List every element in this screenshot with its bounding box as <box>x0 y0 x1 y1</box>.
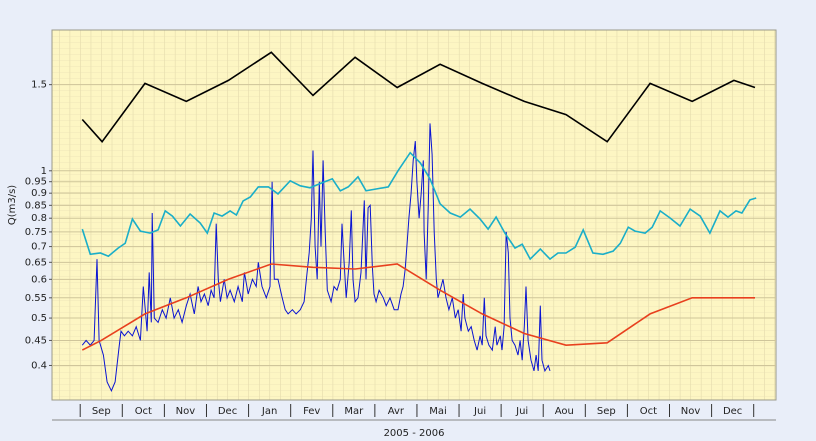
x-tick-label: Mai <box>429 406 447 417</box>
y-tick-label: 0.85 <box>25 200 47 211</box>
x-tick-label: Jui <box>473 406 486 417</box>
x-tick-label: Oct <box>135 406 152 417</box>
y-tick-label: 0.65 <box>25 257 47 268</box>
series-line <box>81 123 551 393</box>
y-tick-label: 0.8 <box>31 213 47 224</box>
y-tick-label: 1.5 <box>31 80 47 91</box>
x-tick-label: Avr <box>388 406 405 417</box>
x-tick-label: Dec <box>723 406 742 417</box>
x-tick-label: Oct <box>640 406 657 417</box>
y-tick-label: 0.5 <box>31 313 47 324</box>
x-tick-label: Dec <box>218 406 237 417</box>
x-tick-label: Aou <box>555 406 574 417</box>
y-tick-label: 0.45 <box>25 335 47 346</box>
x-tick-label: Fev <box>303 406 320 417</box>
x-tick-label: Jan <box>261 406 277 417</box>
series-line <box>81 263 755 351</box>
series-line <box>81 51 756 143</box>
series-line <box>81 151 757 261</box>
x-tick-label: Sep <box>597 406 616 417</box>
x-tick-label: Nov <box>681 406 701 417</box>
y-tick-label: 0.95 <box>25 177 47 188</box>
y-tick-label: 1 <box>41 166 47 177</box>
y-tick-label: 0.75 <box>25 227 47 238</box>
x-tick-label: Mar <box>344 406 364 417</box>
y-tick-label: 0.9 <box>31 188 47 199</box>
grid-pattern <box>52 30 776 400</box>
x-tick-label: Sep <box>92 406 111 417</box>
x-tick-label: Jui <box>515 406 528 417</box>
y-tick-label: 0.4 <box>31 360 47 371</box>
y-axis-label: Q(m3/s) <box>7 185 18 225</box>
y-tick-label: 0.55 <box>25 293 47 304</box>
y-tick-label: 0.6 <box>31 274 47 285</box>
x-tick-label: Nov <box>176 406 196 417</box>
plot-frame <box>51 29 777 401</box>
x-axis-label: 2005 - 2006 <box>384 428 445 439</box>
y-tick-label: 0.7 <box>31 242 47 253</box>
